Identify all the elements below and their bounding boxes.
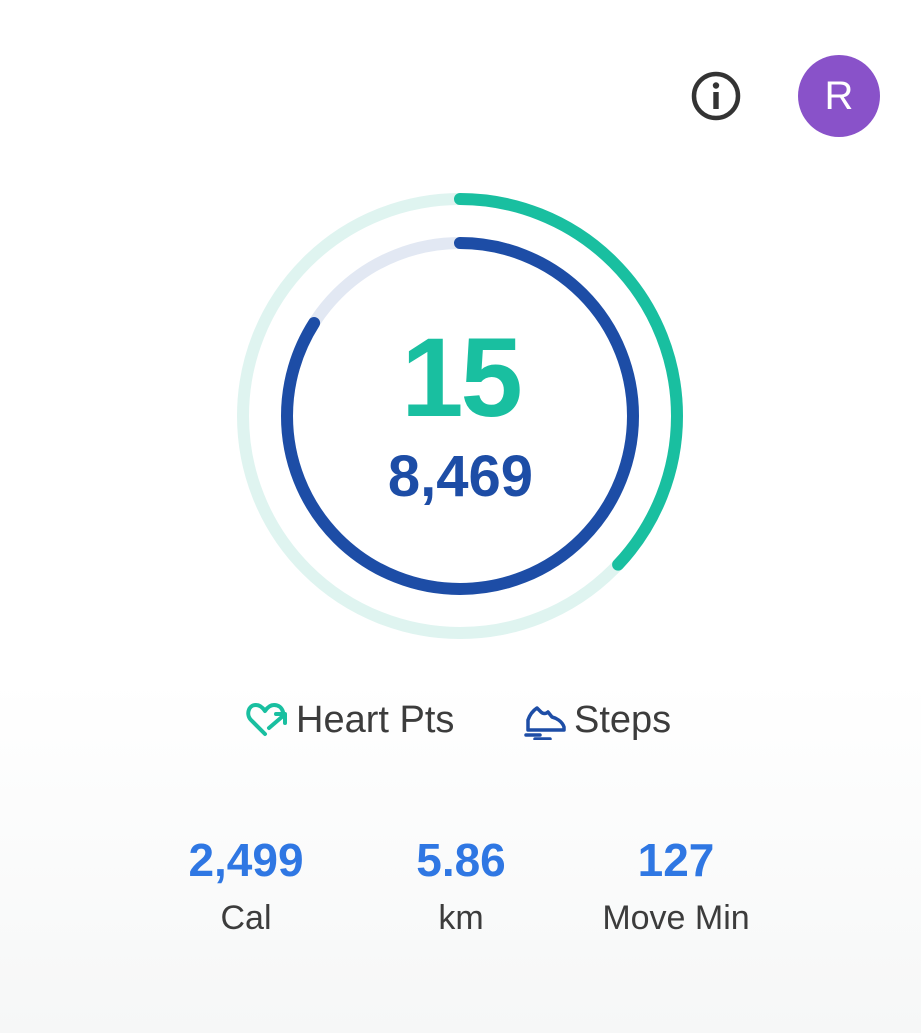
info-button[interactable] [690,70,742,122]
stat-move-minutes[interactable]: 127 Move Min [556,834,796,938]
activity-rings [237,193,683,639]
legend-heart-points[interactable]: Heart Pts [246,694,454,746]
legend: Heart Pts Steps [0,694,921,746]
stat-calories-value: 2,499 [188,834,304,886]
legend-steps-label: Steps [574,698,672,741]
steps-value: 8,469 [387,444,534,509]
steps-ring [281,237,639,595]
legend-steps[interactable]: Steps [524,694,671,746]
stat-calories-label: Cal [220,899,272,937]
avatar-initial: R [824,73,854,118]
legend-heart-points-label: Heart Pts [296,698,455,741]
avatar[interactable]: R [798,55,880,137]
stat-distance-label: km [438,899,484,937]
heart-points-ring [237,193,683,639]
shoe-icon [524,706,566,740]
info-icon [691,71,741,121]
heart-arrow-icon [246,703,287,736]
stat-calories[interactable]: 2,499 Cal [126,834,366,938]
heart-points-value: 15 [401,315,523,440]
stat-move-minutes-label: Move Min [602,899,750,937]
stat-distance[interactable]: 5.86 km [341,834,581,938]
stat-move-minutes-value: 127 [637,834,715,886]
stat-distance-value: 5.86 [416,834,506,886]
